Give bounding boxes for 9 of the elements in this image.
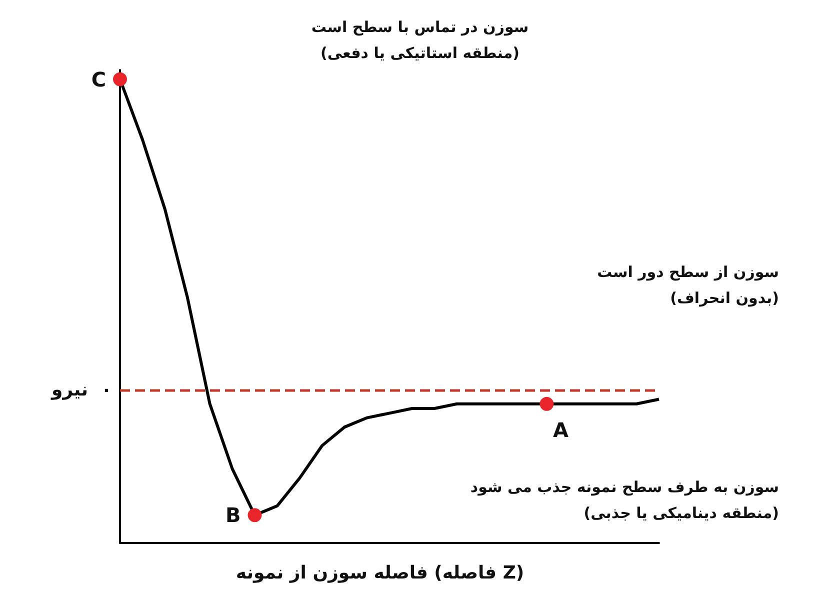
text: C [91, 67, 106, 92]
ref-line-label: ۰ [101, 379, 112, 400]
y-axis-title: نیرو [50, 379, 88, 400]
annotation: A [552, 418, 569, 442]
text: سوزن در تماس با سطح است (منطقه استاتیکی یا دفعی) [311, 18, 529, 62]
annotation: سوزن از سطح دور است (بدون انحراف) [597, 263, 779, 307]
x-axis-title: فاصله سوزن از نمونه (فاصله Z) [236, 562, 524, 584]
annotation: B [226, 503, 241, 528]
annotation: سوزن به طرف سطح نمونه جذب می شود (منطقه دینامیکی یا جذبی) [470, 478, 779, 522]
